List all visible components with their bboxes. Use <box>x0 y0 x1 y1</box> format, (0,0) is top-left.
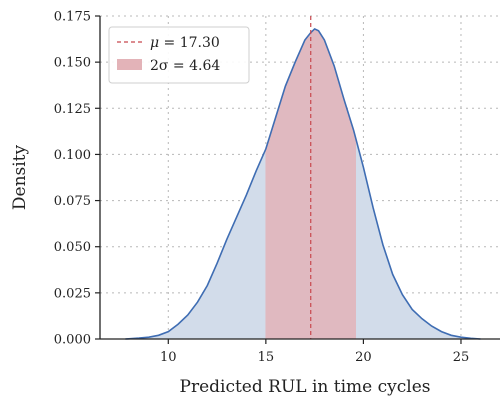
legend-band-symbol: 2σ <box>150 58 169 74</box>
legend-mean-symbol: μ <box>150 35 159 51</box>
legend-band-value: = 4.64 <box>168 58 220 74</box>
y-tick-label-0: 0.000 <box>54 333 91 348</box>
legend: μ = 17.30 2σ = 4.64 <box>108 26 250 84</box>
legend-mean-value: = 17.30 <box>159 35 220 51</box>
x-tick-label-1: 15 <box>258 350 275 365</box>
x-tick-label-0: 10 <box>160 350 177 365</box>
y-tick-label-3: 0.075 <box>54 194 91 209</box>
ticks: 0.000 0.025 0.050 0.075 0.100 0.125 0.150 0.175… <box>54 10 469 366</box>
y-tick-label-5: 0.125 <box>54 102 91 117</box>
y-tick-label-4: 0.100 <box>54 148 91 163</box>
legend-band-label: 2σ = 4.64 <box>150 58 220 74</box>
sigma-band <box>265 28 356 339</box>
x-axis-label: Predicted RUL in time cycles <box>180 377 431 397</box>
legend-mean-label: μ = 17.30 <box>150 35 220 51</box>
y-tick-label-2: 0.050 <box>54 240 91 255</box>
x-tick-label-2: 20 <box>355 350 372 365</box>
legend-band-swatch <box>117 59 142 70</box>
x-tick-label-3: 25 <box>453 350 470 365</box>
y-tick-label-7: 0.175 <box>54 10 91 25</box>
y-tick-label-6: 0.150 <box>54 56 91 71</box>
legend-box <box>108 26 250 84</box>
y-axis-label: Density <box>10 144 30 210</box>
y-tick-label-1: 0.025 <box>54 286 91 301</box>
